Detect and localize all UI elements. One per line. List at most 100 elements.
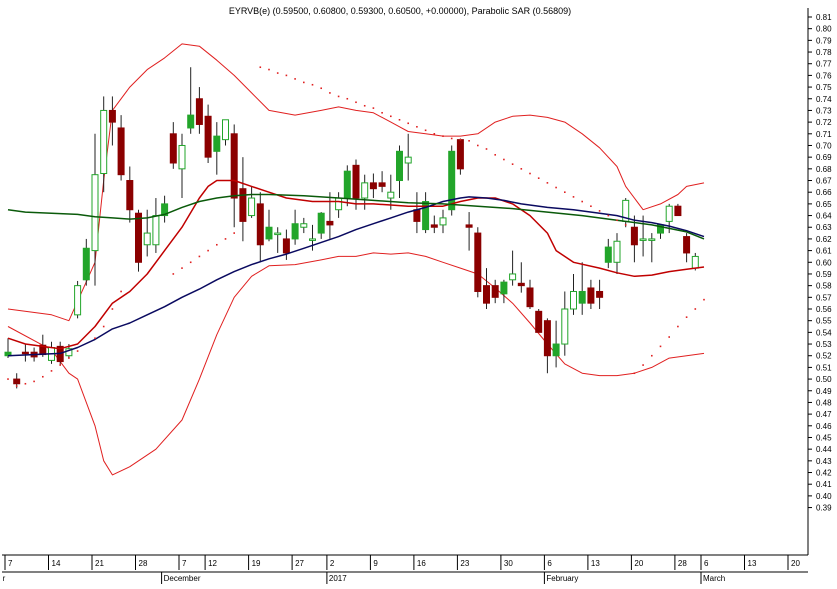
candle bbox=[491, 279, 499, 304]
sar-point bbox=[224, 238, 227, 240]
sar-point bbox=[294, 78, 296, 80]
candle bbox=[517, 262, 525, 293]
candle-body bbox=[613, 240, 621, 263]
x-tick-label: 27 bbox=[295, 559, 304, 568]
candles bbox=[4, 67, 699, 389]
candle bbox=[178, 133, 186, 199]
sar-point bbox=[329, 92, 331, 94]
sar-point bbox=[477, 144, 479, 147]
sar-point bbox=[572, 196, 575, 198]
candle-body bbox=[265, 226, 273, 240]
candle-body bbox=[604, 246, 612, 263]
sar-point bbox=[668, 336, 670, 338]
candle-body bbox=[683, 236, 691, 254]
candle-body bbox=[526, 287, 534, 308]
x-tick-label: 6 bbox=[547, 559, 552, 568]
sar-point bbox=[503, 158, 505, 161]
y-tick-label: 0.80 bbox=[816, 25, 832, 34]
y-tick-label: 0.46 bbox=[816, 422, 832, 431]
sar-point bbox=[407, 122, 409, 125]
sar-point bbox=[659, 345, 662, 348]
sar-point bbox=[581, 200, 583, 203]
period-label: December bbox=[164, 574, 201, 583]
candle-body bbox=[465, 224, 473, 228]
candle bbox=[187, 67, 195, 134]
candle-body bbox=[169, 133, 177, 164]
y-tick-label: 0.71 bbox=[816, 130, 832, 139]
sar-point bbox=[268, 68, 270, 71]
y-tick-label: 0.44 bbox=[816, 445, 832, 454]
sar-point bbox=[424, 129, 427, 132]
candle bbox=[378, 171, 386, 193]
sar-point bbox=[485, 148, 488, 150]
x-tick-label: 21 bbox=[95, 559, 104, 568]
sar-point bbox=[15, 385, 18, 387]
y-tick-label: 0.49 bbox=[816, 387, 832, 396]
candle bbox=[291, 209, 299, 245]
y-tick-label: 0.75 bbox=[816, 83, 832, 92]
candle-body bbox=[543, 320, 551, 357]
y-tick-label: 0.66 bbox=[816, 188, 832, 197]
candle bbox=[265, 209, 273, 242]
candle-body bbox=[222, 119, 229, 141]
sar-point bbox=[520, 168, 523, 170]
candle bbox=[604, 238, 612, 269]
sar-point bbox=[642, 364, 644, 366]
sar-point bbox=[42, 375, 44, 378]
candle bbox=[161, 195, 169, 223]
x-tick-label: 7 bbox=[8, 559, 13, 568]
candle-body bbox=[648, 238, 656, 241]
y-tick-label: 0.48 bbox=[816, 398, 832, 407]
sar-point bbox=[102, 325, 105, 328]
candle bbox=[152, 198, 160, 253]
candle-body bbox=[665, 205, 673, 222]
period-label: March bbox=[703, 574, 725, 583]
candle bbox=[343, 165, 351, 207]
sar-point bbox=[390, 115, 392, 118]
sar-point bbox=[372, 107, 375, 109]
x-tick-label: 20 bbox=[634, 559, 643, 568]
candle-body bbox=[317, 212, 325, 234]
y-tick-label: 0.68 bbox=[816, 165, 832, 174]
candle bbox=[335, 192, 343, 218]
x-tick-label: 6 bbox=[704, 559, 709, 568]
candle bbox=[570, 273, 577, 315]
candle bbox=[4, 338, 12, 359]
chart-title: EYRVB(e) (0.59500, 0.60800, 0.59300, 0.6… bbox=[229, 6, 571, 16]
sar-point bbox=[363, 104, 366, 107]
candle bbox=[622, 198, 630, 228]
candle bbox=[309, 224, 316, 251]
x-tick-label: 28 bbox=[678, 559, 687, 568]
x-tick-label: 23 bbox=[460, 559, 469, 568]
sar-point bbox=[555, 186, 557, 189]
candle-body bbox=[422, 201, 430, 231]
sar-point bbox=[285, 74, 288, 77]
y-tick-label: 0.58 bbox=[816, 282, 832, 291]
x-tick-label: 9 bbox=[373, 559, 378, 568]
candle bbox=[561, 291, 569, 356]
sar-point bbox=[94, 337, 96, 339]
candle-body bbox=[430, 224, 438, 228]
candle bbox=[74, 280, 82, 319]
sar-point bbox=[276, 72, 279, 74]
sar-point bbox=[181, 267, 183, 269]
candle bbox=[230, 124, 238, 228]
candle-body bbox=[552, 343, 560, 357]
sar-point bbox=[233, 232, 235, 234]
x-tick-label: 7 bbox=[182, 559, 187, 568]
candle bbox=[108, 96, 116, 146]
candle-body bbox=[108, 109, 116, 123]
y-tick-label: 0.63 bbox=[816, 223, 832, 232]
sar-point bbox=[546, 182, 549, 184]
candle bbox=[213, 122, 221, 175]
y-tick-label: 0.47 bbox=[816, 410, 832, 419]
candle-body bbox=[456, 139, 464, 170]
candle-body bbox=[195, 98, 203, 125]
candle bbox=[578, 262, 586, 315]
candle-body bbox=[352, 164, 360, 199]
candle bbox=[500, 279, 508, 304]
candle bbox=[430, 215, 438, 234]
y-tick-label: 0.52 bbox=[816, 352, 832, 361]
sar-point bbox=[111, 308, 114, 310]
